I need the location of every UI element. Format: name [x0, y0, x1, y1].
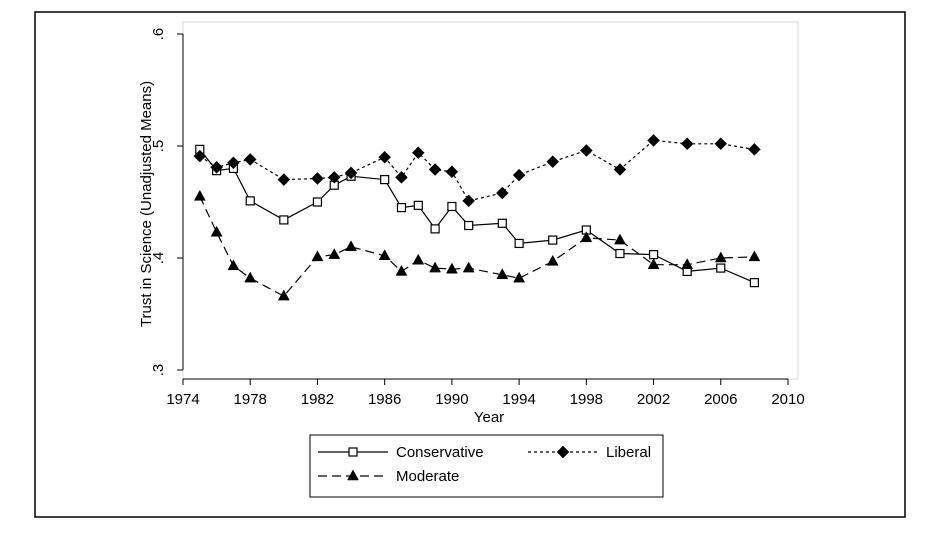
data-point-moderate: [546, 254, 559, 266]
data-point-moderate: [378, 249, 391, 261]
data-point-moderate: [748, 250, 761, 262]
y-axis-ticks: .3 .4 .5 .6: [150, 28, 183, 377]
y-tick-label: .4: [150, 252, 167, 265]
data-point-liberal: [579, 144, 593, 157]
data-point-liberal: [243, 153, 257, 166]
data-point-moderate: [445, 262, 458, 274]
data-point-conservative: [716, 263, 726, 273]
data-point-moderate: [580, 231, 593, 243]
data-point-moderate: [681, 258, 694, 269]
data-point-conservative: [413, 200, 423, 210]
data-point-moderate: [244, 271, 257, 283]
legend-label-conservative: Conservative: [396, 444, 484, 461]
data-point-liberal: [546, 155, 560, 169]
data-point-moderate: [210, 225, 223, 237]
data-point-conservative: [514, 238, 524, 249]
data-point-conservative: [279, 215, 289, 225]
data-point-liberal: [395, 171, 408, 184]
data-point-conservative: [447, 201, 457, 212]
data-point-moderate: [412, 253, 425, 265]
x-axis-label: Year: [474, 409, 504, 426]
data-point-liberal: [462, 194, 476, 208]
data-point-moderate: [345, 240, 357, 252]
data-point-conservative: [615, 248, 625, 259]
x-axis-ticks: 1974 1978 1982 1986 1990 1994 1998 2002 2006 2010: [166, 379, 805, 408]
data-point-conservative: [648, 250, 659, 260]
data-point-moderate: [496, 268, 509, 280]
series-liberal: [193, 134, 761, 208]
x-tick-label: 2010: [771, 391, 804, 408]
data-point-moderate: [462, 261, 475, 273]
y-tick-label: .6: [150, 28, 167, 41]
x-tick-label: 1974: [166, 391, 199, 408]
data-point-liberal: [495, 186, 509, 200]
data-point-liberal: [445, 165, 459, 179]
data-point-liberal: [411, 146, 425, 160]
data-point-liberal: [647, 134, 660, 147]
data-point-moderate: [614, 233, 626, 245]
data-point-moderate: [429, 261, 442, 273]
data-point-liberal: [277, 173, 291, 186]
data-point-moderate: [193, 189, 206, 201]
data-point-liberal: [714, 137, 728, 151]
data-point-conservative: [497, 218, 507, 228]
data-point-liberal: [193, 149, 207, 163]
data-point-conservative: [749, 278, 759, 288]
series-moderate: [193, 189, 761, 301]
legend-marker-liberal: [556, 445, 570, 459]
y-tick-label: .5: [150, 140, 167, 153]
data-point-liberal: [327, 171, 341, 184]
data-point-moderate: [311, 250, 324, 262]
data-point-liberal: [748, 143, 761, 156]
legend-marker-conservative: [348, 447, 358, 457]
data-point-moderate: [328, 248, 341, 259]
x-tick-label: 1982: [301, 391, 334, 408]
data-point-moderate: [714, 251, 727, 263]
legend-item-moderate: Moderate: [318, 468, 459, 485]
data-point-liberal: [613, 163, 627, 176]
y-tick-label: .3: [150, 364, 167, 377]
x-tick-label: 2006: [704, 391, 737, 408]
data-point-moderate: [227, 259, 240, 271]
x-tick-label: 1978: [234, 391, 267, 408]
data-point-liberal: [344, 166, 358, 180]
data-point-liberal: [227, 156, 240, 170]
legend-label-liberal: Liberal: [606, 444, 651, 461]
data-point-liberal: [378, 150, 392, 164]
legend-label-moderate: Moderate: [396, 468, 459, 485]
data-point-conservative: [312, 197, 323, 207]
data-point-moderate: [395, 264, 408, 276]
data-point-liberal: [512, 168, 526, 182]
data-point-conservative: [548, 235, 558, 245]
data-point-moderate: [513, 271, 526, 283]
x-tick-label: 1986: [368, 391, 401, 408]
x-tick-label: 1990: [435, 391, 468, 408]
data-point-conservative: [430, 224, 440, 234]
data-point-liberal: [210, 160, 223, 174]
legend-item-conservative: Conservative: [318, 444, 484, 461]
x-tick-label: 1998: [570, 391, 603, 408]
data-point-conservative: [464, 220, 474, 231]
data-point-moderate: [647, 258, 660, 269]
series-layer: [193, 134, 761, 301]
data-point-conservative: [380, 175, 390, 185]
legend-item-liberal: Liberal: [528, 444, 651, 461]
data-point-conservative: [245, 196, 255, 206]
data-point-liberal: [680, 137, 694, 151]
x-tick-label: 2002: [637, 391, 670, 408]
data-point-liberal: [311, 172, 324, 185]
y-axis-label: Trust in Science (Unadjusted Means): [138, 81, 155, 327]
data-point-conservative: [396, 203, 407, 213]
legend-box: [309, 434, 664, 498]
data-point-liberal: [428, 163, 442, 176]
x-tick-label: 1994: [502, 391, 535, 408]
data-point-moderate: [277, 289, 290, 301]
legend-marker-moderate: [347, 469, 359, 481]
legend: Conservative Liberal Moderate: [309, 434, 664, 498]
